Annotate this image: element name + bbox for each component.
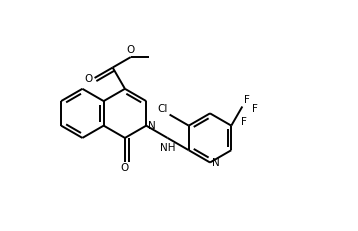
Text: F: F <box>241 117 247 127</box>
Text: Cl: Cl <box>158 103 168 113</box>
Text: O: O <box>121 163 129 173</box>
Text: NH: NH <box>160 142 175 152</box>
Text: N: N <box>212 158 219 168</box>
Text: O: O <box>85 74 93 84</box>
Text: F: F <box>244 94 250 104</box>
Text: N: N <box>148 120 156 131</box>
Text: O: O <box>127 45 135 55</box>
Text: F: F <box>252 104 257 114</box>
